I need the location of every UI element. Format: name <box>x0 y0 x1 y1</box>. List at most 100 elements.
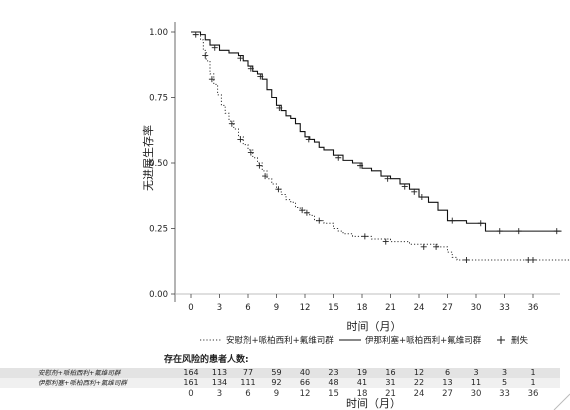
risk-value: 40 <box>299 368 311 377</box>
censor-mark <box>303 209 310 216</box>
y-ticks: 0.00 0.25 0.50 0.75 1.00 <box>149 28 175 300</box>
risk-value: 23 <box>328 368 339 377</box>
y-tick-label: 0.25 <box>149 225 168 235</box>
risk-x-tick-label: 24 <box>413 389 425 399</box>
risk-value: 11 <box>470 378 482 387</box>
censor-mark <box>305 136 312 143</box>
km-chart: 0.000.250.500.751.00 0 3 6 9 12 15 18 21 24 27 30 3… <box>141 22 570 346</box>
risk-value: 31 <box>385 378 396 387</box>
axes <box>174 22 560 302</box>
x-tick-label: 15 <box>328 303 339 313</box>
risk-value: 113 <box>211 368 228 377</box>
censor-mark <box>256 162 263 169</box>
censor-mark <box>384 175 391 182</box>
x-tick-label: 27 <box>442 303 453 313</box>
censor-mark <box>433 243 440 250</box>
risk-x-tick-label: 33 <box>499 389 510 399</box>
censor-mark <box>275 186 282 193</box>
x-tick-label: 33 <box>499 303 510 313</box>
x-ticks: 0 3 6 9 12 15 18 21 24 27 30 33 36 <box>188 294 538 313</box>
censor-mark <box>202 52 209 59</box>
legend: 安慰剂+哌柏西利+氟维司群 伊那利塞+哌柏西利+氟维司群 删失 <box>200 335 529 346</box>
y-tick-label: 1.00 <box>149 28 168 38</box>
risk-table-title: 存在风险的患者人数: <box>164 355 249 365</box>
risk-value: 161 <box>183 378 199 387</box>
x-tick-label: 3 <box>217 303 222 313</box>
censor-mark <box>515 228 522 235</box>
risk-value: 66 <box>299 378 311 387</box>
risk-value: 48 <box>328 378 339 387</box>
risk-value: 16 <box>385 368 396 377</box>
x-tick-label: 21 <box>385 303 396 313</box>
risk-row-placebo: 安慰剂+哌柏西利+氟维司群 164 113 77 59 40 23 19 16 12 6 3 3 1 <box>0 368 560 378</box>
censor-mark <box>382 238 389 245</box>
censor-mark <box>411 188 418 195</box>
censor-mark <box>237 136 244 143</box>
risk-value: 5 <box>501 378 508 387</box>
censor-mark <box>553 228 560 235</box>
risk-x-tick-label: 27 <box>442 389 453 399</box>
risk-x-tick-label: 18 <box>356 389 368 399</box>
series-group <box>191 31 570 263</box>
censor-mark <box>299 207 306 214</box>
risk-x-tick-label: 0 <box>188 389 194 399</box>
y-tick-label: 0.50 <box>149 159 168 169</box>
censor-mark <box>449 217 456 224</box>
legend-censor-plus-icon <box>497 336 505 344</box>
risk-value: 22 <box>413 378 425 387</box>
risk-x-tick-label: 6 <box>245 389 251 399</box>
censor-mark <box>257 73 264 80</box>
risk-value: 111 <box>240 378 256 387</box>
censor-mark <box>247 65 254 72</box>
legend-label-placebo: 安慰剂+哌柏西利+氟维司群 <box>226 335 334 346</box>
censor-mark <box>247 149 254 156</box>
censor-mark <box>530 256 536 263</box>
censor-mark <box>357 162 364 169</box>
risk-row-label: 伊那利塞+哌柏西利+氟维司群 <box>38 379 127 387</box>
x-tick-label: 9 <box>274 303 279 313</box>
censor-mark <box>192 31 199 38</box>
risk-value: 12 <box>413 368 425 377</box>
risk-value: 1 <box>530 378 536 387</box>
censor-mark <box>420 243 427 250</box>
y-tick-label: 0.00 <box>149 290 168 300</box>
legend-label-inavolisib: 伊那利塞+哌柏西利+氟维司群 <box>365 335 482 346</box>
page-fold-icon <box>553 393 570 410</box>
censor-mark <box>477 220 484 227</box>
x-axis-title: 时间（月） <box>347 320 402 333</box>
risk-value: 13 <box>442 378 453 387</box>
risk-table-x-ticks: 0 3 6 9 12 15 18 21 24 27 30 33 36 <box>0 389 560 399</box>
series-line-inavolisib <box>191 31 562 232</box>
risk-x-tick-label: 36 <box>527 389 539 399</box>
censor-mark <box>401 183 408 190</box>
censor-mark <box>316 217 323 224</box>
x-tick-label: 6 <box>245 303 250 313</box>
risk-x-tick-label: 3 <box>216 389 223 399</box>
risk-row-label: 安慰剂+哌柏西利+氟维司群 <box>38 369 121 377</box>
x-tick-label: 18 <box>357 303 368 313</box>
risk-value: 77 <box>242 368 254 377</box>
risk-x-tick-label: 30 <box>470 389 482 399</box>
y-axis-title: 无进展生存率 <box>141 125 155 191</box>
censor-mark <box>496 228 503 235</box>
risk-value: 164 <box>183 368 199 377</box>
x-tick-label: 30 <box>471 303 482 313</box>
censor-mark <box>335 154 342 161</box>
risk-x-tick-label: 21 <box>385 389 396 399</box>
legend-label-censor: 删失 <box>511 335 529 346</box>
censor-mark <box>276 104 283 111</box>
risk-table-x-title: 时间（月） <box>346 397 401 410</box>
risk-value: 59 <box>271 368 282 377</box>
risk-x-tick-label: 15 <box>328 389 339 399</box>
risk-x-tick-label: 9 <box>273 389 280 399</box>
censor-mark <box>211 44 218 51</box>
censor-mark <box>208 76 215 83</box>
censor-mark <box>237 55 244 62</box>
risk-value: 1 <box>530 368 536 377</box>
risk-value: 134 <box>211 378 228 387</box>
censor-mark <box>228 120 235 127</box>
risk-row-inavolisib: 伊那利塞+哌柏西利+氟维司群 161 134 111 92 66 48 41 31 22 13 11… <box>0 378 560 388</box>
x-tick-label: 36 <box>528 303 539 313</box>
risk-value: 19 <box>356 368 368 377</box>
risk-value: 41 <box>356 378 368 387</box>
